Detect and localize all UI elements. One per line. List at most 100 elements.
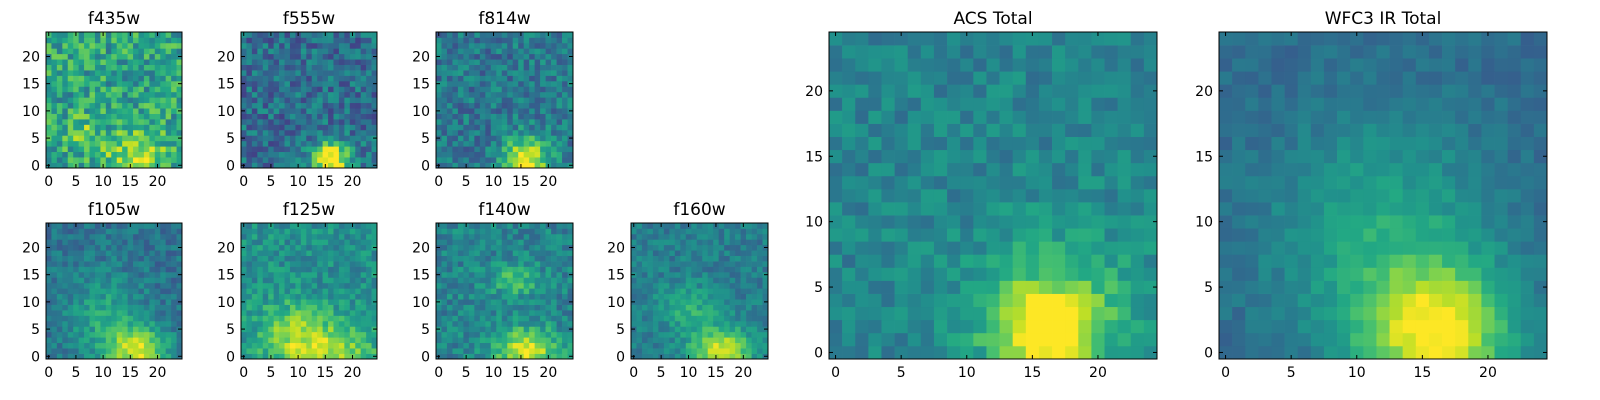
heatmap-cell — [441, 86, 448, 93]
heatmap-cell — [251, 80, 258, 87]
heatmap-cell — [311, 113, 318, 120]
heatmap-cell — [154, 59, 161, 65]
heatmap-cell — [143, 162, 150, 169]
heatmap-cell — [446, 42, 453, 49]
heatmap-cell — [501, 59, 508, 65]
heatmap-cell — [89, 261, 96, 267]
heatmap-cell — [496, 277, 503, 284]
heatmap-cell — [344, 42, 351, 49]
heatmap-cell — [171, 250, 177, 256]
heatmap-cell — [176, 277, 183, 284]
heatmap-cell — [246, 342, 253, 349]
heatmap-cell — [485, 64, 492, 71]
heatmap-cell — [295, 266, 302, 273]
heatmap-cell — [485, 129, 492, 136]
heatmap-cell — [479, 277, 486, 284]
heatmap-cell — [512, 337, 519, 344]
heatmap-cell — [371, 124, 378, 131]
heatmap-cell — [349, 119, 356, 125]
heatmap-cell — [94, 37, 101, 44]
heatmap-cell — [920, 319, 935, 334]
heatmap-cell — [56, 157, 63, 163]
heatmap-cell — [933, 254, 948, 268]
heatmap-cell — [636, 223, 643, 229]
heatmap-cell — [371, 233, 378, 240]
heatmap-cell — [138, 233, 145, 240]
heatmap-cell — [143, 239, 150, 246]
heatmap-cell — [518, 299, 525, 305]
heatmap-cell — [523, 288, 530, 295]
heatmap-cell — [360, 91, 367, 98]
heatmap-cell — [496, 239, 503, 246]
heatmap-cell — [355, 113, 362, 120]
heatmap-cell — [490, 37, 497, 44]
heatmap-cell — [485, 244, 492, 251]
heatmap-cell — [160, 124, 167, 131]
heatmap-cell — [366, 37, 372, 44]
heatmap-cell — [658, 271, 665, 278]
heatmap-cell — [540, 108, 546, 114]
heatmap-cell — [349, 337, 356, 344]
heatmap-cell — [241, 304, 247, 311]
y-tick-label: 0 — [226, 349, 235, 365]
heatmap-cell — [829, 149, 843, 164]
heatmap-cell — [751, 228, 758, 235]
heatmap-cell — [257, 162, 264, 169]
heatmap-cell — [165, 146, 172, 153]
heatmap-cell — [1091, 345, 1105, 360]
heatmap-cell — [479, 337, 486, 344]
heatmap-cell — [344, 48, 351, 55]
heatmap-cell — [501, 146, 508, 153]
heatmap-cell — [295, 288, 302, 295]
heatmap-cell — [338, 80, 345, 87]
heatmap-cell — [273, 288, 280, 295]
heatmap-cell — [279, 228, 285, 235]
heatmap-cell — [463, 53, 470, 60]
heatmap-cell — [718, 299, 725, 305]
heatmap-cell — [143, 288, 150, 295]
heatmap-cell — [446, 86, 453, 93]
heatmap-cell — [300, 261, 307, 267]
heatmap-cell — [490, 342, 497, 349]
heatmap-cell — [474, 239, 481, 246]
heatmap-cell — [355, 48, 362, 55]
heatmap-cell — [328, 124, 334, 131]
heatmap-cell — [116, 348, 123, 354]
heatmap-cell — [176, 91, 183, 98]
heatmap-cell — [122, 326, 128, 333]
heatmap-cell — [1065, 267, 1079, 281]
heatmap-cell — [295, 135, 302, 142]
heatmap-cell — [540, 310, 546, 316]
x-tick-label: 15 — [121, 365, 139, 381]
heatmap-cell — [452, 91, 459, 98]
heatmap-cell — [338, 53, 345, 60]
heatmap-cell — [56, 353, 63, 360]
heatmap-cell — [452, 37, 459, 44]
heatmap-cell — [322, 124, 329, 131]
heatmap-cell — [518, 108, 525, 114]
heatmap-cell — [529, 80, 535, 87]
heatmap-cell — [355, 53, 362, 60]
heatmap-cell — [446, 70, 453, 76]
heatmap-cell — [160, 146, 167, 153]
heatmap-cell — [171, 97, 177, 104]
heatmap-cell — [273, 315, 280, 322]
heatmap-cell — [338, 129, 345, 136]
heatmap-cell — [268, 135, 274, 142]
heatmap-cell — [545, 331, 552, 338]
heatmap-cell — [360, 342, 367, 349]
heatmap-cell — [138, 331, 145, 338]
heatmap-cell — [116, 293, 123, 300]
heatmap-cell — [479, 353, 486, 360]
heatmap-cell — [669, 255, 676, 262]
heatmap-cell — [641, 337, 648, 344]
heatmap-cell — [485, 326, 492, 333]
heatmap-cell — [551, 157, 557, 163]
heatmap-cell — [176, 320, 183, 327]
heatmap-cell — [360, 86, 367, 93]
heatmap-cell — [165, 119, 172, 125]
heatmap-cell — [127, 42, 134, 49]
heatmap-cell — [512, 108, 519, 114]
heatmap-cell — [322, 64, 329, 71]
